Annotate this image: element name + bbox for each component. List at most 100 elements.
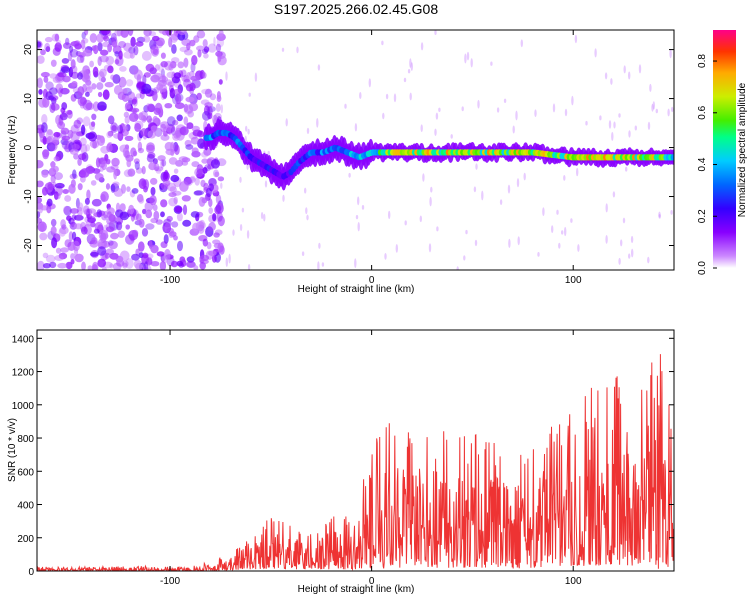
noise-blob (185, 97, 194, 103)
noise-blob (161, 183, 168, 189)
noise-blob (215, 229, 223, 235)
noise-speckle (625, 167, 627, 172)
noise-speckle (265, 180, 267, 187)
noise-blob (75, 254, 84, 263)
noise-blob (191, 55, 197, 65)
noise-blob (201, 158, 208, 163)
noise-blob (83, 50, 93, 57)
noise-blob (123, 124, 127, 134)
noise-blob (119, 66, 127, 72)
noise-blob (219, 79, 223, 85)
noise-speckle (286, 118, 288, 126)
noise-blob (94, 229, 100, 234)
noise-speckle (575, 35, 577, 43)
noise-speckle (517, 178, 519, 187)
noise-blob (142, 253, 148, 259)
noise-speckle (553, 103, 555, 112)
noise-blob (63, 42, 71, 49)
noise-speckle (564, 227, 566, 236)
noise-blob (161, 53, 166, 59)
noise-speckle (404, 78, 406, 82)
noise-blob (197, 131, 204, 138)
noise-blob (71, 59, 76, 69)
noise-speckle (656, 109, 658, 114)
noise-blob (122, 88, 127, 94)
snr-background (37, 330, 674, 571)
noise-speckle (513, 126, 515, 134)
noise-blob (182, 220, 191, 227)
noise-blob (103, 89, 110, 99)
noise-blob (129, 113, 139, 122)
noise-blob (211, 159, 220, 169)
tick-label: 800 (17, 434, 34, 445)
noise-blob (203, 239, 208, 247)
noise-speckle (255, 73, 257, 82)
noise-blob (171, 57, 179, 63)
noise-blob (125, 144, 129, 149)
noise-blob (192, 223, 199, 232)
noise-blob (146, 145, 155, 154)
noise-blob (72, 169, 76, 178)
noise-blob (170, 175, 179, 182)
tick-label: 0.8 (697, 54, 708, 68)
noise-speckle (409, 58, 411, 68)
noise-blob (96, 82, 103, 90)
noise-blob (45, 37, 53, 42)
noise-blob (86, 84, 92, 90)
noise-blob (77, 202, 83, 211)
noise-speckle (268, 151, 270, 155)
noise-speckle (436, 226, 438, 231)
noise-blob (175, 94, 181, 105)
noise-blob (41, 170, 48, 178)
noise-speckle (348, 173, 350, 178)
noise-blob (111, 184, 116, 193)
noise-blob (100, 146, 109, 154)
noise-blob (85, 198, 90, 205)
noise-blob (37, 55, 45, 64)
noise-blob (117, 125, 123, 134)
noise-blob (136, 81, 145, 90)
noise-blob (153, 49, 159, 55)
noise-speckle (239, 177, 241, 183)
spectrogram-y-label: Frequency (Hz) (7, 116, 18, 185)
noise-speckle (421, 42, 423, 50)
noise-blob (45, 81, 53, 90)
noise-blob (109, 241, 118, 249)
noise-speckle (305, 207, 307, 214)
noise-blob (191, 137, 200, 145)
noise-blob (97, 259, 106, 268)
noise-blob (138, 148, 144, 153)
tick-label: 0.4 (697, 157, 708, 171)
noise-blob (84, 69, 90, 80)
noise-blob (138, 241, 145, 251)
tick-label: 1200 (12, 368, 35, 379)
noise-blob (157, 155, 165, 161)
noise-speckle (225, 71, 227, 80)
noise-speckle (263, 214, 265, 222)
noise-speckle (613, 122, 615, 129)
noise-blob (49, 103, 55, 113)
noise-blob (113, 169, 117, 180)
noise-blob (170, 186, 177, 192)
noise-speckle (232, 229, 234, 235)
noise-blob (134, 69, 143, 80)
noise-blob (179, 181, 189, 192)
noise-speckle (410, 93, 412, 101)
noise-speckle (605, 235, 607, 244)
noise-blob (65, 239, 72, 247)
noise-blob (201, 152, 208, 158)
noise-blob (216, 194, 221, 204)
noise-blob (85, 144, 90, 151)
noise-blob (217, 51, 221, 62)
noise-speckle (226, 257, 228, 267)
noise-blob (126, 159, 131, 167)
figure: S197.2025.266.02.45.G08 -100 0 100 -20-100… (0, 0, 750, 600)
noise-blob (57, 263, 67, 269)
noise-speckle (213, 37, 215, 47)
tick-label: 600 (17, 467, 34, 478)
noise-blob (192, 147, 199, 154)
noise-speckle (434, 129, 436, 136)
noise-blob (208, 222, 216, 231)
noise-blob (56, 193, 61, 199)
noise-speckle (357, 196, 359, 205)
